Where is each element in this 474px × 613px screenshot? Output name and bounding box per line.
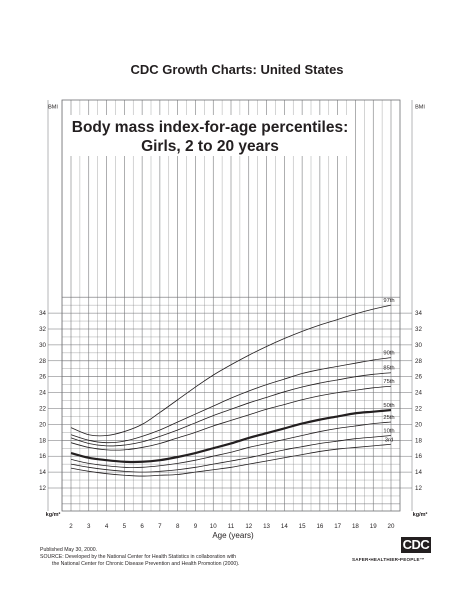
y-tick-label-right: 28 (415, 358, 422, 365)
series-label-50th: 50th (383, 403, 394, 409)
series-line-25th (70, 421, 392, 468)
y-tick-label-right: 24 (415, 390, 422, 397)
series-line-50th (70, 408, 392, 464)
series-label-90th: 90th (383, 351, 394, 357)
y-tick-label-left: 16 (39, 453, 46, 460)
footer-source: SOURCE: Developed by the National Center… (40, 554, 237, 560)
x-tick-label: 20 (388, 523, 395, 530)
x-tick-label: 4 (105, 523, 109, 530)
y-axis-label-left-top: BMI (48, 105, 58, 111)
y-tick-label-right: 14 (415, 469, 422, 476)
chart-grid (61, 99, 401, 512)
series-label-97th: 97th (383, 298, 394, 304)
x-tick-label: 17 (334, 523, 341, 530)
y-tick-label-right: 20 (415, 421, 422, 428)
y-tick-label-left: 22 (39, 406, 46, 413)
series-label-85th: 85th (383, 366, 394, 372)
series-line-10th (70, 435, 392, 473)
x-tick-label: 9 (194, 523, 198, 530)
series-label-75th: 75th (383, 379, 394, 385)
y-tick-label-right: 34 (415, 310, 422, 317)
y-tick-label-left: 30 (39, 342, 46, 349)
y-tick-label-right: 30 (415, 342, 422, 349)
x-tick-label: 10 (210, 523, 217, 530)
x-tick-label: 11 (228, 523, 235, 530)
y-tick-label-left: 20 (39, 421, 46, 428)
y-axis-unit-right: kg/m² (413, 511, 428, 518)
y-tick-label-left: 34 (39, 310, 46, 317)
x-tick-label: 2 (69, 523, 73, 530)
chart-series (70, 304, 392, 477)
y-tick-label-right: 18 (415, 437, 422, 444)
x-tick-label: 16 (316, 523, 323, 530)
y-tick-label-right: 22 (415, 406, 422, 413)
x-tick-label: 19 (370, 523, 377, 530)
y-axis-label-right-top: BMI (415, 105, 425, 111)
footer-source-continued: the National Center for Chronic Disease … (52, 561, 240, 567)
series-line-75th (70, 385, 392, 451)
x-tick-label: 14 (281, 523, 288, 530)
chart-subtitle: Girls, 2 to 20 years (141, 138, 279, 155)
x-tick-label: 8 (176, 523, 180, 530)
y-tick-label-left: 14 (39, 469, 46, 476)
cdc-tagline: SAFER•HEALTHIER•PEOPLE™ (352, 557, 425, 562)
y-tick-label-left: 12 (39, 485, 46, 492)
chart-title: Body mass index-for-age percentiles: (72, 119, 349, 136)
cdc-logo: CDC (401, 537, 431, 553)
series-label-25th: 25th (383, 415, 394, 421)
series-labels: 97th 90th 85th 75th 50th 25th 10th 3rd (383, 298, 394, 443)
series-line-90th (70, 357, 392, 444)
x-tick-label: 13 (263, 523, 270, 530)
y-tick-label-left: 32 (39, 326, 46, 333)
x-tick-label: 5 (123, 523, 127, 530)
y-tick-label-right: 26 (415, 374, 422, 381)
x-axis-label: Age (years) (212, 531, 254, 540)
y-tick-label-right: 32 (415, 326, 422, 333)
x-tick-label: 6 (140, 523, 144, 530)
y-axis-unit-left: kg/m² (46, 511, 61, 518)
x-tick-label: 12 (245, 523, 252, 530)
y-tick-label-left: 26 (39, 374, 46, 381)
series-label-10th: 10th (383, 429, 394, 435)
series-line-3rd (70, 443, 392, 477)
series-label-3rd: 3rd (385, 437, 393, 443)
series-line-97th (70, 304, 392, 437)
x-tick-label: 15 (299, 523, 306, 530)
page-title: CDC Growth Charts: United States (130, 62, 344, 77)
series-line-85th (70, 372, 392, 447)
y-tick-label-right: 12 (415, 485, 422, 492)
y-tick-label-right: 16 (415, 453, 422, 460)
x-tick-label: 7 (158, 523, 162, 530)
y-tick-label-left: 18 (39, 437, 46, 444)
y-tick-label-left: 24 (39, 390, 46, 397)
title-box-background (66, 115, 352, 156)
title-box: Body mass index-for-age percentiles: Gir… (66, 115, 352, 156)
y-tick-label-left: 28 (39, 358, 46, 365)
x-tick-label: 18 (352, 523, 359, 530)
footer-published: Published May 30, 2000. (40, 547, 98, 553)
x-tick-label: 3 (87, 523, 91, 530)
